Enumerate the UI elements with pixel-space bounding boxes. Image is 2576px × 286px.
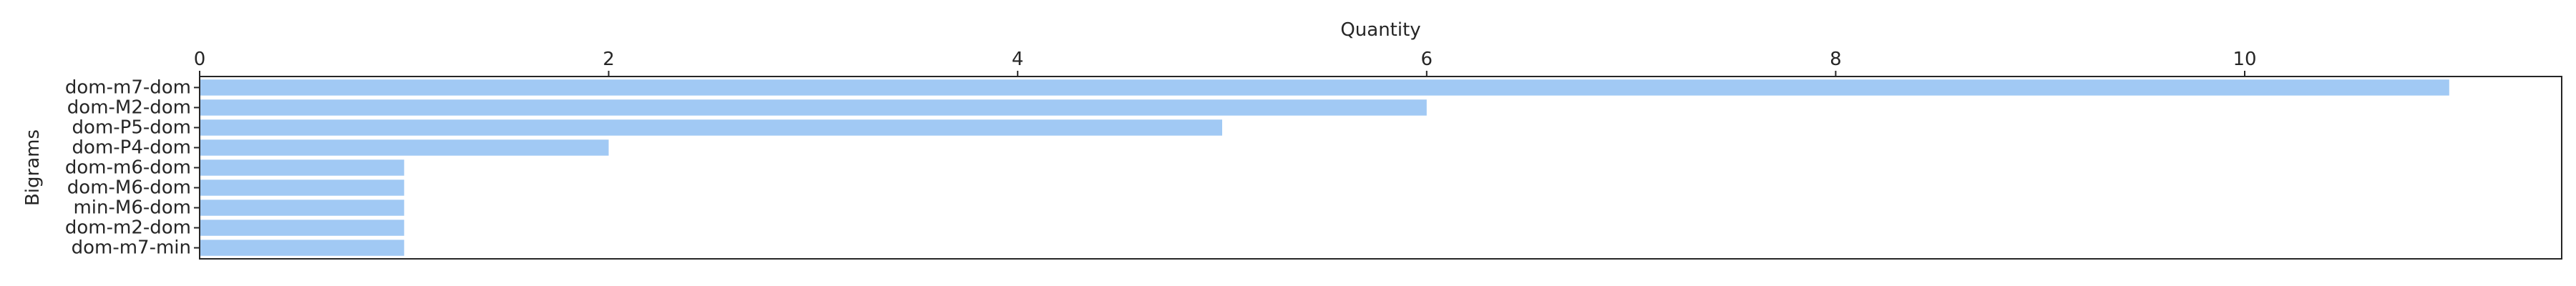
y-axis-title: Bigrams (22, 129, 44, 206)
x-tick-label: 8 (1830, 49, 1842, 70)
bar-dom-m7-dom (200, 79, 2449, 96)
x-axis-ticks: 0 2 4 6 8 10 (194, 49, 2257, 77)
bar-dom-m2-dom (200, 220, 404, 236)
y-tick-label: dom-m6-dom (65, 157, 191, 179)
bar-dom-P4-dom (200, 139, 609, 156)
y-axis-ticks: dom-m7-domdom-M2-domdom-P5-domdom-P4-dom… (65, 77, 200, 259)
bar-dom-P5-dom (200, 119, 1223, 136)
y-tick-label: dom-m7-min (72, 237, 191, 259)
x-tick-label: 10 (2233, 49, 2256, 70)
y-tick-label: dom-M6-dom (67, 177, 191, 199)
y-tick-label: dom-P5-dom (72, 117, 191, 138)
x-tick-label: 6 (1421, 49, 1433, 70)
bar-dom-M2-dom (200, 99, 1427, 116)
y-tick-label: dom-P4-dom (72, 137, 191, 158)
x-axis-title: Quantity (1340, 19, 1420, 41)
y-tick-label: dom-m2-dom (65, 217, 191, 239)
x-tick-label: 4 (1012, 49, 1024, 70)
bar-dom-M6-dom (200, 179, 404, 196)
y-tick-label: min-M6-dom (73, 197, 191, 219)
plot-area: 0 2 4 6 8 10 dom-m7-domdom-M2-domdom-P5-domdo… (65, 49, 2562, 260)
y-tick-label: dom-M2-dom (67, 97, 191, 118)
y-tick-label: dom-m7-dom (65, 77, 191, 98)
bar-dom-m6-dom (200, 159, 404, 176)
bars-group (200, 79, 2449, 256)
x-tick-label: 0 (194, 49, 206, 70)
bar-min-M6-dom (200, 199, 404, 216)
bar-dom-m7-min (200, 240, 404, 256)
x-tick-label: 2 (602, 49, 615, 70)
